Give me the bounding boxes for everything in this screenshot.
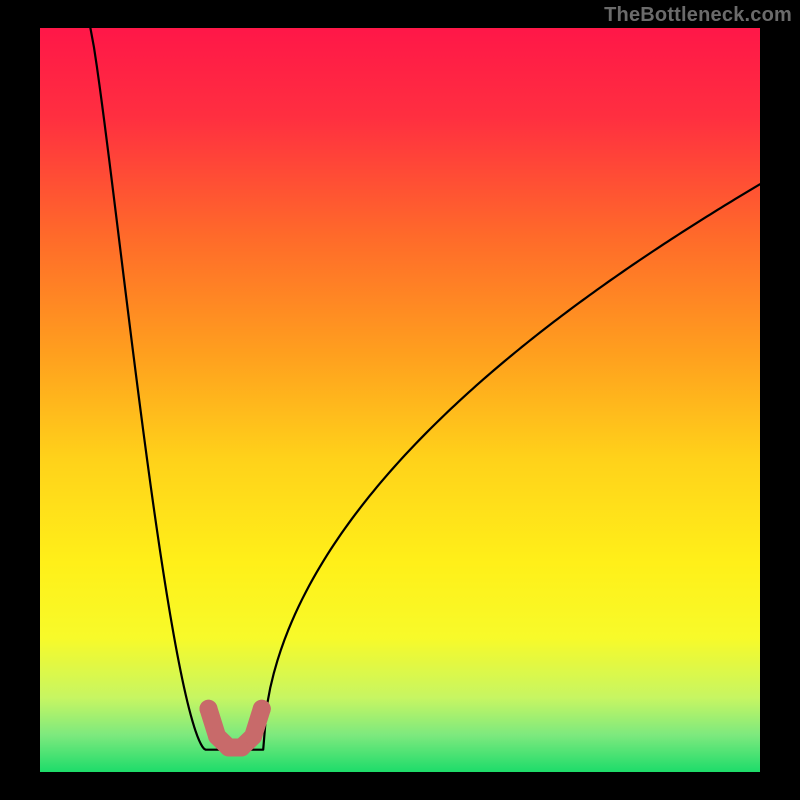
floor-marker [244,727,262,745]
watermark-text: TheBottleneck.com [604,4,792,27]
floor-marker [199,700,217,718]
plot-area [40,28,760,772]
gradient-background [40,28,760,772]
floor-marker [253,700,271,718]
bottleneck-curve-chart [0,0,800,800]
stage: TheBottleneck.com [0,0,800,800]
